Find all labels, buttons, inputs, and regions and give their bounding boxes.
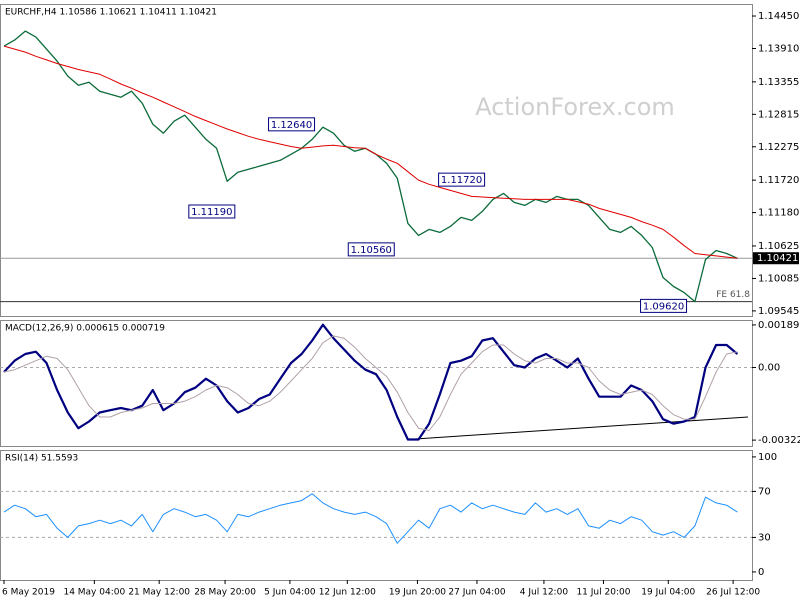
- price-label: 1.11720: [441, 175, 482, 186]
- panel-frame: [0, 450, 753, 581]
- price-label: 1.12640: [271, 120, 312, 131]
- current-price-label: 1.10421: [757, 253, 798, 264]
- price-label-box: [347, 242, 395, 257]
- price-label-box: [268, 117, 316, 132]
- series-line: [3, 493, 738, 544]
- price-label: 1.10560: [351, 245, 392, 256]
- y-tick-label: 0: [758, 567, 764, 578]
- panel-title: MACD(12,26,9) 0.000615 0.000719: [5, 324, 165, 334]
- x-tick-label: 6 May 2019: [2, 588, 55, 598]
- y-tick-label: 30: [758, 532, 771, 543]
- trendline: [407, 416, 749, 440]
- fe-level-label: FE 61.8: [716, 290, 750, 300]
- panel-frame: [0, 320, 753, 447]
- x-tick-label: 21 May 12:00: [128, 588, 190, 598]
- x-tick-label: 4 Jul 12:00: [520, 588, 569, 598]
- x-tick-label: 19 Jun 20:00: [389, 588, 446, 598]
- y-tick-label: 70: [758, 486, 771, 497]
- y-tick-label: 0.00: [758, 362, 780, 373]
- x-tick-label: 5 Jun 04:00: [264, 588, 316, 598]
- panel-title: EURCHF,H4 1.10586 1.10621 1.10411 1.1042…: [5, 8, 217, 18]
- x-tick-label: 28 May 20:00: [194, 588, 256, 598]
- x-tick-label: 27 Jun 04:00: [448, 588, 505, 598]
- y-tick-label: 0.001891: [758, 320, 800, 331]
- y-tick-label: 1.13355: [758, 77, 799, 88]
- y-tick-label: 1.12815: [758, 109, 799, 120]
- x-tick-label: 19 Jul 04:00: [641, 588, 695, 598]
- current-price-tag: [753, 252, 799, 265]
- y-tick-label: -0.003228: [758, 435, 800, 446]
- y-tick-label: 1.10085: [758, 273, 799, 284]
- y-tick-label: 1.14450: [758, 11, 799, 22]
- panel-frame: [0, 4, 753, 317]
- price-label-box: [188, 204, 236, 219]
- x-tick-label: 12 Jun 12:00: [319, 588, 376, 598]
- x-tick-label: 11 Jul 20:00: [576, 588, 630, 598]
- y-tick-label: 1.13910: [758, 43, 799, 54]
- series-line: [3, 45, 738, 259]
- y-tick-label: 1.10625: [758, 241, 799, 252]
- price-label: 1.11190: [191, 207, 232, 218]
- x-tick-label: 14 May 04:00: [63, 588, 125, 598]
- y-tick-label: 1.11180: [758, 208, 799, 219]
- y-tick-label: 1.11720: [758, 175, 799, 186]
- series-line: [3, 335, 738, 431]
- price-label-box: [438, 172, 486, 187]
- x-tick-label: 26 Jul 12:00: [706, 588, 760, 598]
- series-line: [3, 323, 739, 441]
- panel-title: RSI(14) 51.5593: [5, 454, 78, 464]
- watermark: ActionForex.com: [475, 93, 675, 121]
- price-label: 1.09620: [643, 301, 684, 312]
- y-tick-label: 100: [758, 452, 777, 463]
- price-label-box: [640, 298, 688, 313]
- y-tick-label: 1.12275: [758, 142, 799, 153]
- y-tick-label: 1.09545: [758, 306, 799, 317]
